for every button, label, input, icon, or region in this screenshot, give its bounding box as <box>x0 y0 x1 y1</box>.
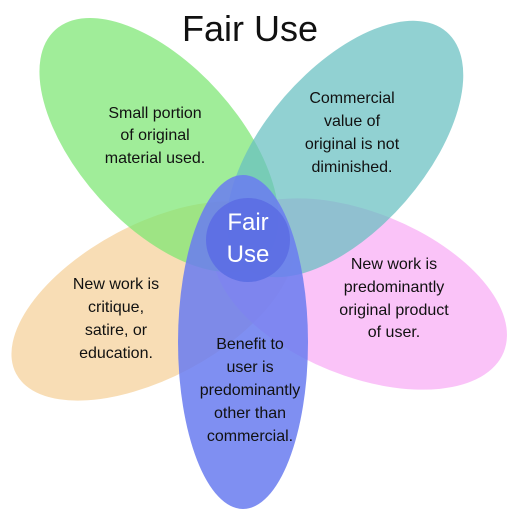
petal-commercial-value-line-2: value of <box>324 113 381 130</box>
petal-critique-satire-line-1: New work is <box>73 276 159 293</box>
petal-predominantly-original-text: New work is predominantly original produ… <box>339 256 449 341</box>
center-label: Fair Use <box>227 209 270 268</box>
petal-benefit-to-user-line-4: other than <box>214 405 286 422</box>
petal-critique-satire-text: New work is critique, satire, or educati… <box>73 276 159 362</box>
petal-predominantly-original-line-3: original product <box>339 302 449 319</box>
petal-small-portion-line-2: of original <box>120 127 189 144</box>
petal-critique-satire-line-2: critique, <box>88 299 144 316</box>
center-label-line-2: Use <box>227 241 270 268</box>
petal-benefit-to-user-line-1: Benefit to <box>216 336 284 353</box>
petal-commercial-value-line-3: original is not <box>305 136 400 153</box>
petal-benefit-to-user-line-5: commercial. <box>207 428 293 445</box>
petal-predominantly-original-line-2: predominantly <box>344 279 445 296</box>
center-label-line-1: Fair <box>227 209 268 236</box>
petal-predominantly-original-line-4: of user. <box>368 324 420 341</box>
petal-small-portion-text: Small portion of original material used. <box>105 105 206 167</box>
petal-benefit-to-user-text: Benefit to user is predominantly other t… <box>200 336 301 445</box>
petal-critique-satire-line-4: education. <box>79 345 153 362</box>
petal-small-portion-line-3: material used. <box>105 150 206 167</box>
petal-commercial-value-line-1: Commercial <box>309 90 394 107</box>
petal-shape-commercial-value <box>226 20 464 278</box>
petal-commercial-value-text: Commercial value of original is not dimi… <box>305 90 400 176</box>
petal-benefit-to-user-line-2: user is <box>226 359 273 376</box>
petal-critique-satire-line-3: satire, or <box>85 322 148 339</box>
diagram-title: Fair Use <box>182 8 318 49</box>
petal-small-portion-line-1: Small portion <box>108 105 201 122</box>
petal-predominantly-original-line-1: New work is <box>351 256 437 273</box>
center-circle <box>206 198 290 282</box>
petal-benefit-to-user-line-3: predominantly <box>200 382 301 399</box>
petal-commercial-value-line-4: diminished. <box>312 159 393 176</box>
